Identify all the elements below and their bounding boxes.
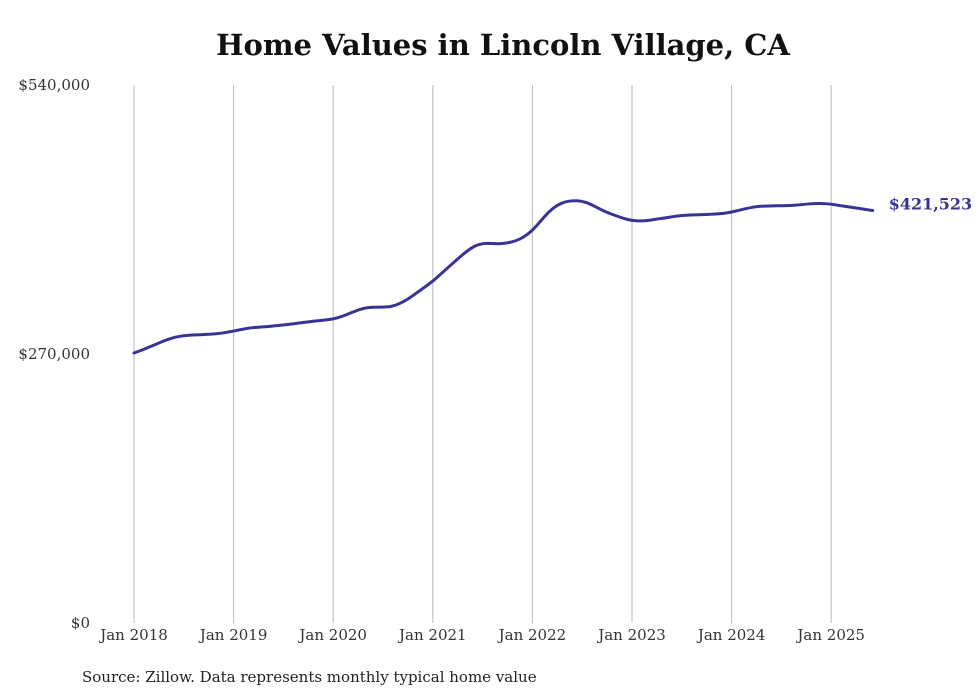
x-tick-label: Jan 2021 [397,626,467,644]
end-value-label: $421,523 [889,195,973,214]
grid-layer [133,85,832,623]
x-tick-label: Jan 2023 [596,626,666,644]
x-tick-label: Jan 2024 [696,626,766,644]
x-axis-ticks: Jan 2018 Jan 2019 Jan 2020 Jan 2021 Jan 2022… [98,626,865,644]
x-tick-label: Jan 2019 [198,626,268,644]
x-tick-label: Jan 2020 [297,626,367,644]
y-tick-label: $270,000 [18,345,90,363]
chart-source-note: Source: Zillow. Data represents monthly … [82,668,537,686]
x-tick-label: Jan 2018 [98,626,168,644]
series-line-home-value [132,199,875,355]
y-axis-ticks: $0 $270,000 $540,000 [18,76,90,632]
x-tick-label: Jan 2025 [795,626,865,644]
x-tick-label: Jan 2022 [497,626,567,644]
y-tick-label: $540,000 [18,76,90,94]
chart-title: Home Values in Lincoln Village, CA [216,28,790,62]
y-tick-label: $0 [71,614,90,632]
